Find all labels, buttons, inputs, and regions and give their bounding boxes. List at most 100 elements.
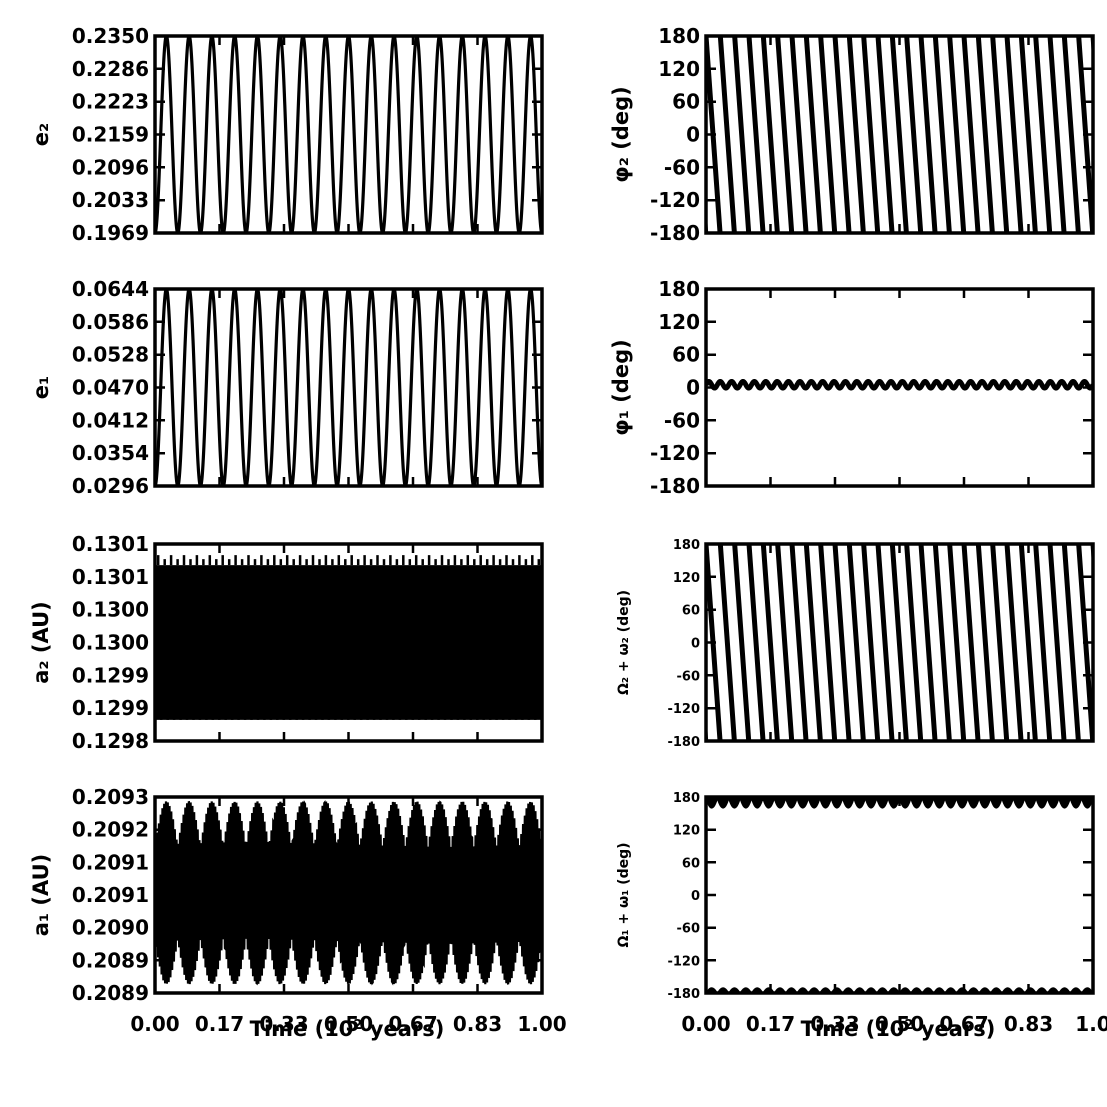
y-tick-label-pomega2: -60 bbox=[677, 669, 701, 684]
plot-area-pomega2 bbox=[706, 544, 1093, 741]
y-tick-label-a2: 0.1299 bbox=[72, 696, 149, 720]
y-tick-label-a2: 0.1298 bbox=[72, 729, 149, 753]
x-axis-right: Time (102 years) bbox=[801, 1017, 996, 1041]
ticks-phi2 bbox=[704, 34, 1095, 235]
frame-e2 bbox=[153, 34, 544, 235]
y-tick-label-a2: 0.1300 bbox=[72, 631, 149, 655]
y-tick-label-pomega2: 60 bbox=[682, 604, 700, 619]
ticks-a2 bbox=[153, 542, 544, 743]
y-tick-label-pomega2: -120 bbox=[667, 702, 700, 717]
x-tick-label-pomega1: 1.0 bbox=[1075, 1012, 1107, 1036]
y-tick-label-a2: 0.1301 bbox=[72, 565, 149, 589]
x-tick-label-a1: 0.33 bbox=[259, 1012, 308, 1036]
y-tick-label-e1: 0.0296 bbox=[72, 474, 149, 498]
x-axis-title-right: Time (102 years) bbox=[801, 1017, 996, 1041]
y-tick-label-a1: 0.2089 bbox=[72, 981, 149, 1005]
y-tick-label-e2: 0.2350 bbox=[72, 24, 149, 48]
ticks-e2 bbox=[153, 34, 544, 235]
y-tick-label-a1: 0.2092 bbox=[72, 818, 149, 842]
y-axis-label-pomega1: Ω₁ + ω₁ (deg) bbox=[616, 842, 632, 947]
x-tick-label-a1: 0.50 bbox=[324, 1012, 373, 1036]
y-tick-label-e1: 0.0644 bbox=[72, 277, 149, 301]
y-tick-label-pomega1: -120 bbox=[667, 954, 700, 969]
panel-a1: 0.2093 0.2092 0.2091 0.2091 0.2090 0.2089 0.20… bbox=[29, 785, 567, 1036]
x-tick-label-a1: 0.00 bbox=[130, 1012, 179, 1036]
y-axis-label-pomega2: Ω₂ + ω₂ (deg) bbox=[616, 590, 632, 695]
series-band-a2 bbox=[155, 565, 542, 720]
y-tick-label-e2: 0.1969 bbox=[72, 221, 149, 245]
ticks-pomega2 bbox=[704, 542, 1095, 743]
series-line-e1 bbox=[155, 289, 542, 486]
x-tick-label-pomega1: 0.67 bbox=[939, 1012, 988, 1036]
panel-phi2: 180 120 60 0 -60 -120 -180 φ₂ (deg) bbox=[609, 24, 1095, 245]
panel-a2: 0.1301 0.1301 0.1300 0.1300 0.1299 0.1299 0.12… bbox=[29, 532, 544, 753]
x-tick-label-pomega1: 0.17 bbox=[746, 1012, 795, 1036]
x-tick-label-a1: 1.00 bbox=[517, 1012, 566, 1036]
x-axis-left: Time (102 years) bbox=[250, 1017, 445, 1041]
y-axis-label-e2: e₂ bbox=[29, 123, 53, 146]
y-tick-label-phi2: 0 bbox=[686, 123, 700, 147]
ticks-pomega1 bbox=[704, 795, 1095, 995]
y-tick-label-pomega1: 60 bbox=[682, 856, 700, 871]
y-tick-label-e2: 0.2286 bbox=[72, 57, 149, 81]
series-fringe-a2 bbox=[156, 555, 542, 720]
y-tick-label-phi1: -120 bbox=[650, 441, 700, 465]
y-tick-label-pomega2: -180 bbox=[667, 735, 700, 750]
plot-area-a1 bbox=[155, 799, 542, 986]
series-line-pomega2 bbox=[706, 544, 1093, 741]
y-tick-label-phi2: -180 bbox=[650, 221, 700, 245]
y-tick-label-phi1: -60 bbox=[664, 408, 700, 432]
y-tick-label-a1: 0.2091 bbox=[72, 850, 149, 874]
y-axis-label-phi1: φ₁ (deg) bbox=[609, 339, 633, 435]
x-axis-title-left: Time (102 years) bbox=[250, 1017, 445, 1041]
y-tick-label-e1: 0.0586 bbox=[72, 310, 149, 334]
y-tick-label-e2: 0.2159 bbox=[72, 123, 149, 147]
y-axis-label-a1: a₁ (AU) bbox=[29, 854, 53, 937]
y-axis-label-phi2: φ₂ (deg) bbox=[609, 86, 633, 182]
series-line-phi2 bbox=[706, 36, 1093, 233]
y-tick-label-phi1: 180 bbox=[658, 277, 700, 301]
y-tick-label-phi2: 120 bbox=[658, 57, 700, 81]
panel-e1: 0.0644 0.0586 0.0528 0.0470 0.0412 0.0354 0.02… bbox=[29, 277, 544, 498]
y-tick-label-pomega1: 0 bbox=[691, 889, 700, 904]
panel-e2: 0.2350 0.2286 0.2223 0.2159 0.2096 0.2033 0.19… bbox=[29, 24, 544, 245]
y-tick-label-a2: 0.1299 bbox=[72, 663, 149, 687]
y-tick-label-a1: 0.2091 bbox=[72, 883, 149, 907]
ticks-e1 bbox=[153, 287, 544, 488]
y-tick-label-pomega2: 120 bbox=[673, 571, 700, 586]
y-tick-label-pomega1: -60 bbox=[677, 922, 701, 937]
series-line-e2 bbox=[155, 36, 542, 233]
y-tick-label-a2: 0.1300 bbox=[72, 598, 149, 622]
y-tick-label-phi1: 60 bbox=[672, 343, 700, 367]
y-tick-label-pomega1: 180 bbox=[673, 791, 700, 806]
x-tick-label-pomega1: 0.33 bbox=[810, 1012, 859, 1036]
x-tick-label-pomega1: 0.50 bbox=[875, 1012, 924, 1036]
y-tick-label-e1: 0.0528 bbox=[72, 343, 149, 367]
y-tick-label-e1: 0.0412 bbox=[72, 408, 149, 432]
y-tick-label-a1: 0.2089 bbox=[72, 948, 149, 972]
x-tick-label-a1: 0.83 bbox=[453, 1012, 502, 1036]
y-tick-label-phi1: 120 bbox=[658, 310, 700, 334]
ticks-phi1 bbox=[704, 287, 1095, 488]
plot-area-a2 bbox=[155, 555, 542, 720]
panel-phi1: 180 120 60 0 -60 -120 -180 φ₁ (deg) bbox=[609, 277, 1095, 498]
plot-area-pomega1 bbox=[706, 797, 1093, 993]
ticks-a1 bbox=[153, 795, 544, 995]
y-tick-label-a1: 0.2090 bbox=[72, 916, 149, 940]
panel-pomega1: 180 120 60 0 -60 -120 -180 Ω₁ + ω₁ (deg) 0.00 0.1… bbox=[616, 791, 1107, 1036]
x-tick-label-pomega1: 0.00 bbox=[681, 1012, 730, 1036]
panel-pomega2: 180 120 60 0 -60 -120 -180 Ω₂ + ω₂ (deg) bbox=[616, 538, 1095, 750]
y-tick-label-phi2: 180 bbox=[658, 24, 700, 48]
plot-area-e1 bbox=[155, 289, 542, 486]
y-tick-label-e1: 0.0470 bbox=[72, 376, 149, 400]
y-tick-label-pomega2: 0 bbox=[691, 637, 700, 652]
plot-area-phi1 bbox=[706, 378, 1093, 391]
plot-area-phi2 bbox=[706, 36, 1093, 233]
frame-e1 bbox=[153, 287, 544, 488]
y-tick-label-phi1: 0 bbox=[686, 376, 700, 400]
y-tick-label-pomega2: 180 bbox=[673, 538, 700, 553]
y-tick-label-e2: 0.2033 bbox=[72, 188, 149, 212]
y-tick-label-e2: 0.2223 bbox=[72, 90, 149, 114]
x-tick-label-pomega1: 0.83 bbox=[1004, 1012, 1053, 1036]
x-tick-label-a1: 0.67 bbox=[388, 1012, 437, 1036]
